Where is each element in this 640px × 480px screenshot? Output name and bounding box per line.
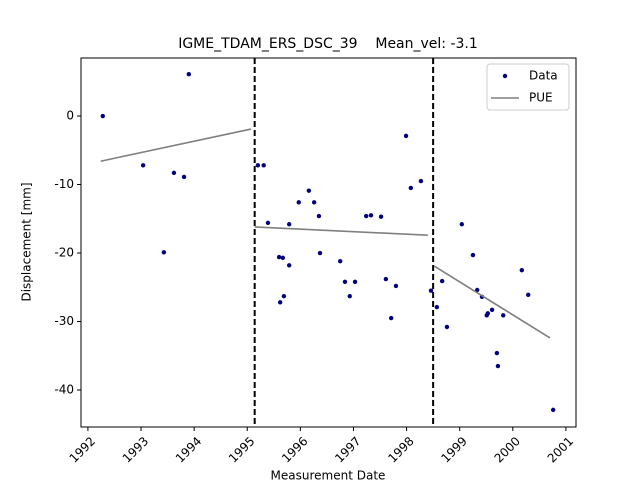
y-tick-label: 0 [66, 109, 74, 123]
data-point [352, 279, 358, 284]
data-point [277, 300, 283, 305]
data-point [311, 200, 317, 205]
data-point [388, 315, 394, 321]
data-point [286, 263, 292, 268]
y-tick-label: -10 [54, 177, 74, 191]
data-point [485, 311, 491, 316]
data-point [403, 133, 409, 139]
data-point [501, 313, 506, 318]
legend-label: PUE [529, 91, 553, 105]
plot-frame [80, 57, 577, 428]
data-point [296, 200, 301, 205]
data-point [276, 254, 282, 260]
data-point [459, 222, 465, 227]
legend-label: Data [529, 69, 558, 83]
data-point [408, 185, 414, 191]
data-point [525, 292, 531, 297]
data-point [261, 163, 266, 168]
x-axis-label: Measurement Date [271, 469, 386, 480]
data-point [100, 113, 105, 119]
data-point [255, 163, 261, 168]
data-point [306, 188, 312, 193]
y-tick-label: -20 [54, 246, 74, 260]
chart-title: IGME_TDAM_ERS_DSC_39 Mean_vel: -3.1 [178, 36, 478, 52]
data-point [418, 178, 424, 184]
y-axis-label: Displacement [mm] [20, 182, 34, 301]
y-tick-label: -30 [54, 314, 74, 328]
data-point [489, 307, 495, 313]
data-point [393, 283, 399, 289]
data-point [519, 267, 525, 273]
data-point [470, 252, 476, 258]
data-point [364, 213, 369, 219]
data-point [428, 288, 434, 293]
data-point [286, 222, 292, 227]
data-point [475, 287, 480, 293]
data-point [161, 250, 167, 255]
trend-line [100, 128, 551, 339]
data-point [280, 255, 286, 261]
y-tick-label: -40 [54, 383, 74, 397]
data-point [265, 220, 271, 226]
data-point [444, 324, 450, 330]
data-point [550, 407, 556, 413]
legend-marker [502, 73, 508, 79]
data-point [368, 213, 374, 218]
data-point [494, 350, 500, 356]
data-point [186, 72, 192, 77]
data-point [439, 278, 445, 284]
data-point [495, 363, 501, 369]
data-point [347, 293, 352, 299]
data-point [281, 293, 287, 299]
data-point [342, 279, 348, 284]
data-point [140, 163, 146, 168]
data-point [317, 250, 323, 256]
data-point [316, 213, 322, 219]
data-point [337, 259, 343, 264]
data-point [181, 174, 187, 180]
data-point [378, 214, 384, 219]
data-point [383, 276, 389, 282]
data-point [171, 170, 177, 176]
data-point [434, 304, 440, 310]
